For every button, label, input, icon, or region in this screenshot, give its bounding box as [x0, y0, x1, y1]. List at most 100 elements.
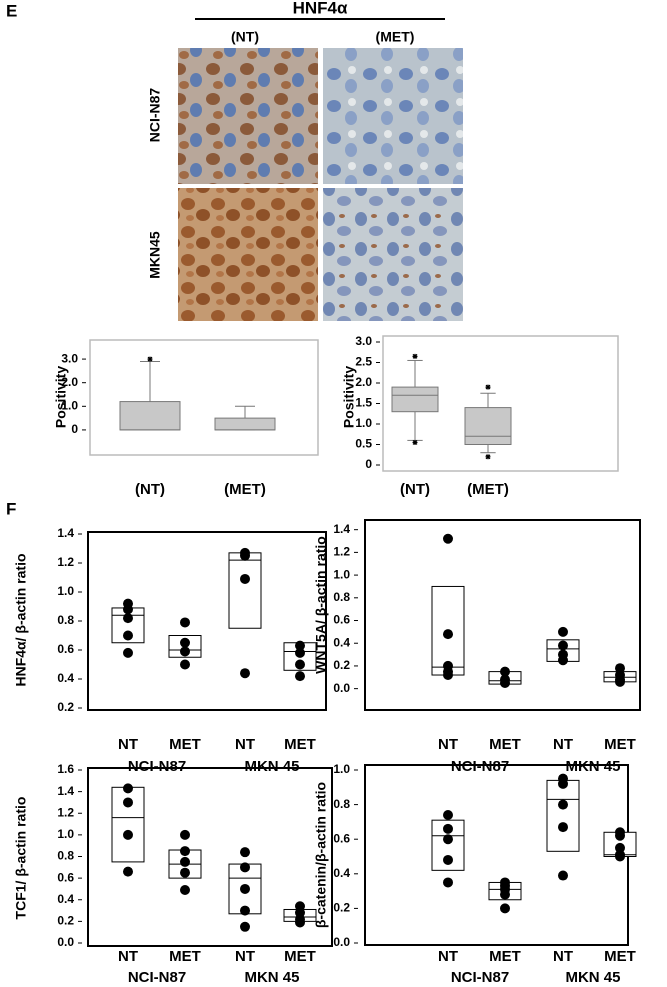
data-point — [615, 830, 625, 841]
x-tick-label: NT — [235, 948, 255, 965]
data-point — [558, 655, 568, 666]
data-point — [180, 646, 190, 657]
data-point — [123, 613, 133, 624]
outlier — [147, 356, 153, 362]
data-point — [558, 626, 568, 637]
group-label: MKN 45 — [565, 969, 620, 986]
data-point — [500, 903, 510, 914]
data-point — [615, 842, 625, 853]
y-tick-label: 1.0 — [57, 584, 74, 598]
data-point — [443, 809, 453, 820]
y-tick-label: 1.0 — [355, 416, 372, 430]
y-tick-label: 0.6 — [57, 870, 74, 884]
data-point — [123, 797, 133, 808]
data-point — [240, 862, 250, 873]
y-tick-label: 2.0 — [355, 375, 372, 389]
micrograph — [323, 188, 463, 321]
y-axis-label: Positivity — [341, 366, 357, 428]
data-point — [443, 834, 453, 845]
group-label: MKN 45 — [565, 758, 620, 775]
data-point — [240, 668, 250, 679]
data-point — [558, 640, 568, 651]
x-tick-label: MET — [604, 736, 636, 753]
x-tick-label: NT — [553, 948, 573, 965]
y-tick-label: 1.0 — [61, 398, 78, 412]
y-tick-label: 1.4 — [57, 526, 74, 540]
data-point — [123, 866, 133, 877]
data-point — [240, 573, 250, 584]
box — [546, 779, 580, 852]
box — [464, 407, 512, 446]
row-label: NCI-N87 — [147, 88, 163, 143]
outlier — [485, 384, 491, 390]
data-point — [180, 617, 190, 628]
data-point — [180, 856, 190, 867]
plot-frame — [364, 519, 641, 711]
data-point — [295, 917, 305, 928]
plot-frame — [87, 531, 327, 711]
y-axis-label: WNT5A/ β-actin ratio — [313, 536, 329, 674]
y-tick-label: 0.5 — [355, 437, 372, 451]
data-point — [615, 851, 625, 862]
group-label: MKN 45 — [244, 758, 299, 775]
y-tick-label: 0.2 — [333, 901, 350, 915]
y-tick-label: 0.8 — [57, 849, 74, 863]
header: HNF4α — [293, 0, 348, 17]
data-point — [500, 677, 510, 688]
data-point — [240, 847, 250, 858]
data-point — [295, 640, 305, 651]
y-tick-label: 0.8 — [333, 797, 350, 811]
outlier — [412, 439, 418, 445]
y-tick-label: 0.8 — [333, 590, 350, 604]
data-point — [180, 829, 190, 840]
data-point — [558, 778, 568, 789]
x-tick-label: (NT) — [135, 481, 165, 498]
y-tick-label: 0.4 — [57, 671, 74, 685]
data-point — [500, 666, 510, 677]
group-label: NCI-N87 — [451, 758, 509, 775]
data-point — [558, 799, 568, 810]
data-point — [240, 883, 250, 894]
y-tick-label: 0.2 — [57, 914, 74, 928]
column-label: (MET) — [376, 29, 415, 45]
data-point — [443, 877, 453, 888]
x-tick-label: (MET) — [467, 481, 509, 498]
x-tick-label: MET — [284, 948, 316, 965]
data-point — [295, 671, 305, 682]
outlier — [485, 454, 491, 460]
y-tick-label: 1.6 — [57, 762, 74, 776]
y-tick-label: 1.2 — [57, 555, 74, 569]
data-point — [443, 823, 453, 834]
row-label: MKN45 — [147, 231, 163, 279]
data-point — [558, 870, 568, 881]
y-axis-label: HNF4α/ β-actin ratio — [13, 553, 29, 686]
data-point — [295, 659, 305, 670]
y-tick-label: 0.0 — [57, 935, 74, 949]
y-tick-label: 0.6 — [333, 613, 350, 627]
data-point — [615, 676, 625, 687]
y-tick-label: 0.4 — [333, 635, 350, 649]
y-tick-label: 1.0 — [333, 567, 350, 581]
y-axis-label: Positivity — [53, 366, 69, 428]
data-point — [295, 647, 305, 658]
x-tick-label: MET — [489, 948, 521, 965]
box — [119, 401, 181, 431]
group-label: NCI-N87 — [128, 758, 186, 775]
column-label: (NT) — [231, 29, 259, 45]
plot-frame — [364, 764, 629, 946]
y-tick-label: 0.0 — [333, 681, 350, 695]
data-point — [123, 829, 133, 840]
data-point — [558, 822, 568, 833]
data-point — [240, 550, 250, 561]
data-point — [123, 604, 133, 615]
x-tick-label: MET — [169, 736, 201, 753]
data-point — [443, 854, 453, 865]
group-label: NCI-N87 — [128, 969, 186, 986]
y-tick-label: 0.2 — [57, 700, 74, 714]
y-tick-label: 2.0 — [61, 375, 78, 389]
group-label: MKN 45 — [244, 969, 299, 986]
y-tick-label: 0.0 — [333, 935, 350, 949]
y-tick-label: 3.0 — [61, 351, 78, 365]
y-tick-label: 1.2 — [57, 805, 74, 819]
x-tick-label: MET — [604, 948, 636, 965]
